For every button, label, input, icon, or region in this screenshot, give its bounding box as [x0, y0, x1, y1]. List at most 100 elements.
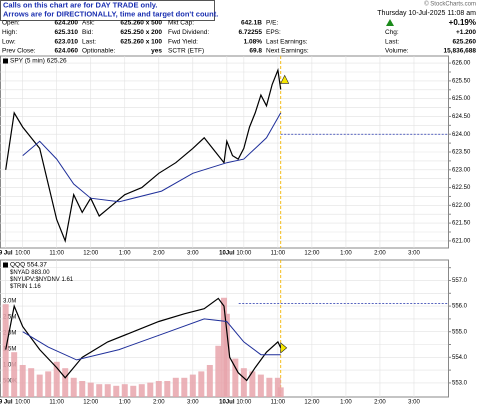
volume-bar — [240, 368, 247, 397]
quote-label: Fwd Dividend: — [168, 29, 209, 36]
x-tick-label: 11:00 — [271, 400, 286, 406]
volume-bar — [206, 364, 213, 397]
quote-label: Last Earnings: — [266, 38, 308, 45]
quote-label: Chg: — [385, 29, 399, 36]
source: © StockCharts.com — [424, 1, 476, 8]
volume-bar — [79, 380, 86, 397]
y-tick-label: 621.50 — [452, 221, 471, 227]
volume-bar — [249, 371, 256, 397]
quote-label: Mkt Cap: — [168, 20, 194, 27]
y-tick-label: 2.5M — [3, 315, 16, 321]
series-line — [22, 112, 282, 203]
x-tick-label: 1:00 — [340, 251, 352, 257]
x-tick-label: 2:00 — [374, 251, 386, 257]
notice: Calls on this chart are for DAY TRADE on… — [3, 0, 157, 9]
quote-value: 624.200 — [55, 20, 79, 27]
quote-label: Open: — [2, 20, 20, 27]
y-tick-label: 555.0 — [452, 329, 468, 335]
x-tick-label: 12:00 — [83, 400, 99, 406]
x-tick-label: 3:00 — [408, 400, 420, 406]
quote-value: 69.8 — [249, 48, 262, 55]
quote-value: yes — [151, 48, 162, 55]
quote-value: 6.72255 — [239, 29, 263, 36]
quote-label: SCTR (ETF) — [168, 48, 204, 55]
volume-bar — [277, 387, 284, 397]
y-tick-label: 623.00 — [452, 167, 471, 173]
x-tick-label: 10:00 — [236, 251, 252, 257]
quote-value: 15,836,688 — [443, 48, 476, 55]
volume-bar — [215, 345, 222, 397]
quote-label: Last: — [385, 38, 399, 45]
y-tick-label: 557.0 — [452, 278, 468, 284]
y-tick-label: 553.0 — [452, 380, 468, 386]
y-tick-label: 626.00 — [452, 61, 471, 67]
y-tick-label: 500K — [3, 379, 17, 385]
quote-value: 624.060 — [55, 48, 79, 55]
y-tick-label: 624.50 — [452, 114, 471, 120]
quote-label: Volume: — [385, 48, 409, 55]
volume-bar — [257, 374, 264, 397]
quote-label: Prev Close: — [2, 48, 36, 55]
y-tick-label: 621.00 — [452, 238, 471, 244]
volume-bar — [172, 377, 179, 397]
legend-swatch — [3, 262, 8, 268]
datetime: Thursday 10-Jul-2025 11:08 am — [377, 10, 476, 17]
quote-value: 625.310 — [55, 29, 79, 36]
volume-bar — [19, 364, 26, 397]
quote-value: 623.010 — [55, 38, 79, 45]
quote-value: 642.1B — [241, 20, 262, 27]
x-tick-label: 9 Jul — [0, 400, 13, 406]
x-tick-label: 2:00 — [153, 400, 165, 406]
quote-label: Ask: — [82, 20, 95, 27]
y-tick-label: 625.00 — [452, 96, 471, 102]
volume-bar — [87, 382, 94, 397]
volume-bar — [181, 377, 188, 397]
x-tick-label: 1:00 — [119, 400, 131, 406]
volume-bar — [28, 368, 35, 397]
x-tick-label: 10:00 — [15, 400, 31, 406]
quote-label: Optionable: — [82, 48, 115, 55]
volume-bar — [138, 384, 145, 397]
quote-label: Last: — [82, 38, 96, 45]
y-tick-label: 622.00 — [452, 203, 471, 209]
notice-box — [0, 0, 215, 21]
y-tick-label: 624.00 — [452, 132, 471, 138]
volume-bar — [53, 361, 60, 397]
volume-bar — [198, 371, 205, 397]
volume-bar — [45, 371, 52, 397]
x-tick-label: 11:00 — [49, 251, 64, 257]
legend-entry: QQQ 554.37 — [10, 262, 47, 269]
y-tick-label: 623.50 — [452, 150, 471, 156]
volume-bar — [266, 377, 273, 397]
quote-label: Bid: — [82, 29, 93, 36]
legend-entry: $NYAD 883.00 — [10, 270, 50, 276]
volume-bar — [2, 304, 9, 397]
volume-bar — [121, 384, 128, 397]
y-tick-label: 556.0 — [452, 304, 468, 310]
quote-value: 625.260 — [453, 38, 477, 45]
volume-bar — [147, 382, 154, 397]
series-line — [5, 67, 282, 244]
up-arrow — [386, 19, 394, 26]
direction-arrow — [280, 74, 290, 84]
quote-label: High: — [2, 29, 17, 36]
volume-bar — [232, 358, 239, 397]
quote-label: EPS: — [266, 29, 281, 36]
x-tick-label: 11:00 — [271, 251, 286, 257]
y-tick-label: 3.0M — [3, 299, 16, 305]
x-tick-label: 11:00 — [49, 400, 64, 406]
y-tick-label: 1.5M — [3, 347, 16, 353]
x-tick-label: 12:00 — [83, 251, 99, 257]
y-tick-label: 2.0M — [3, 331, 16, 337]
volume-bar — [164, 380, 171, 397]
direction-arrow — [280, 342, 288, 354]
x-tick-label: 3:00 — [187, 400, 199, 406]
quote-value: 625.250 x 200 — [120, 29, 162, 36]
series-line — [5, 297, 282, 382]
volume-bar — [104, 384, 111, 397]
x-tick-label: 1:00 — [340, 400, 352, 406]
x-tick-label: 12:00 — [304, 251, 320, 257]
x-tick-label: 10:00 — [236, 400, 252, 406]
legend-entry: $NYUPV:$NYDNV 1.61 — [10, 277, 74, 283]
